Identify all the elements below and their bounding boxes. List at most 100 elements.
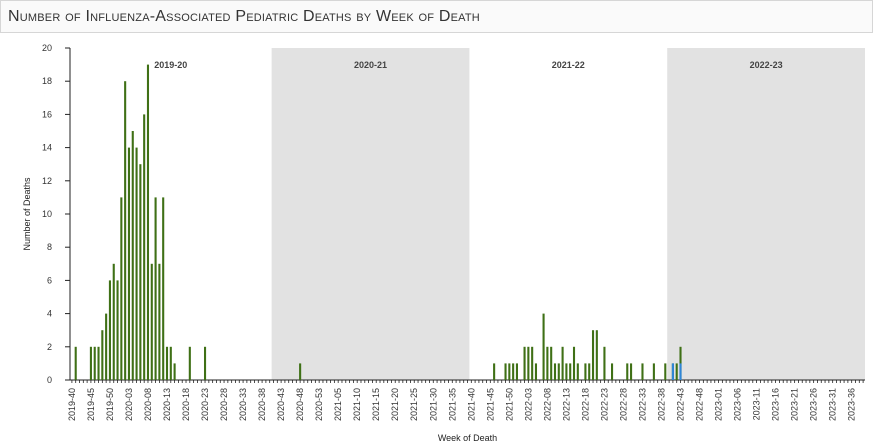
bar [512,363,515,380]
bar [591,330,595,380]
bar [584,363,587,380]
y-tick-label: 14 [42,143,52,153]
x-tick-label: 2023-26 [809,388,819,421]
bar [203,346,207,380]
x-tick-label: 2021-10 [352,388,362,421]
bar [557,363,560,380]
y-tick-label: 10 [42,209,52,219]
bar [120,197,123,380]
bar-current-season [679,363,682,380]
bar [299,363,302,380]
bar [493,363,496,380]
bar [630,363,633,380]
title-bar: Number of Influenza-Associated Pediatric… [0,0,873,33]
chart-title: Number of Influenza-Associated Pediatric… [8,8,480,25]
season-shade [271,48,470,380]
bar [135,147,138,380]
x-tick-label: 2021-40 [466,388,476,421]
bar [675,363,678,380]
season-label: 2021-22 [552,60,585,70]
bar [610,363,614,380]
y-tick-label: 20 [42,43,52,53]
y-tick-label: 2 [47,342,52,352]
x-tick-label: 2023-11 [752,388,762,420]
x-tick-label: 2021-45 [485,388,495,421]
bar [89,346,92,380]
bar [523,346,526,380]
bar [105,313,108,380]
bar [108,280,111,380]
bar [626,363,629,380]
bar [188,346,191,380]
y-tick-label: 18 [42,76,52,86]
x-tick-label: 2022-38 [656,388,666,421]
x-tick-label: 2023-36 [847,388,857,421]
bar [131,131,134,380]
x-tick-label: 2023-31 [828,388,838,421]
y-tick-label: 12 [42,176,52,186]
bar [139,164,142,380]
bar [93,346,96,380]
x-tick-label: 2019-45 [86,388,96,421]
y-tick-label: 6 [47,275,52,285]
x-tick-label: 2020-28 [219,388,229,421]
x-tick-label: 2021-30 [428,388,438,421]
bar [508,363,511,380]
bar [572,346,576,380]
x-tick-label: 2022-13 [561,388,571,421]
bar [74,346,77,380]
x-tick-label: 2020-08 [143,388,153,421]
bar [116,280,119,380]
x-tick-label: 2023-16 [771,388,781,421]
x-tick-label: 2022-28 [618,388,628,421]
bar [569,363,572,380]
x-tick-label: 2021-35 [447,388,457,421]
x-axis-label: Week of Death [438,433,497,443]
bar [595,330,598,380]
x-tick-label: 2021-15 [371,388,381,421]
x-tick-label: 2020-53 [314,388,324,421]
y-tick-label: 0 [47,375,52,385]
x-tick-label: 2023-21 [790,388,800,421]
x-tick-label: 2021-25 [409,388,419,421]
bar [101,330,104,380]
bar [154,197,157,380]
bar [546,346,549,380]
bar [553,363,557,380]
x-tick-label: 2022-08 [542,388,552,421]
bar [158,263,161,380]
bar-current-season [671,363,674,380]
bar [504,363,507,380]
x-tick-label: 2019-50 [105,388,115,421]
x-tick-label: 2020-48 [295,388,305,421]
x-tick-label: 2019-40 [67,388,77,421]
y-axis-label: Number of Deaths [22,177,32,251]
bar [565,363,568,380]
bar [165,346,169,380]
bar [515,363,518,380]
bar [531,346,534,380]
x-tick-label: 2020-23 [200,388,210,421]
season-label: 2020-21 [354,60,387,70]
bar [664,363,667,380]
x-tick-label: 2020-43 [276,388,286,421]
bar [641,363,644,380]
y-tick-label: 16 [42,109,52,119]
bar [652,363,655,380]
pediatric-deaths-chart: 2019-20 2020-21 2021-22 2022-23 0 2 4 6 8 10 12 14 1… [22,43,865,443]
bar [603,346,606,380]
bar [527,346,530,380]
bar [550,346,553,380]
bar [150,263,153,380]
bar [146,64,150,380]
bar [124,81,127,380]
bar [143,114,146,381]
x-tick-label: 2021-05 [333,388,343,421]
season-label: 2022-23 [750,60,783,70]
bar [561,346,564,380]
x-tick-label: 2023-01 [714,388,724,421]
bar [169,346,172,380]
x-tick-label: 2020-03 [124,388,134,421]
x-tick-label: 2022-33 [637,388,647,421]
x-tick-label: 2020-18 [181,388,191,421]
